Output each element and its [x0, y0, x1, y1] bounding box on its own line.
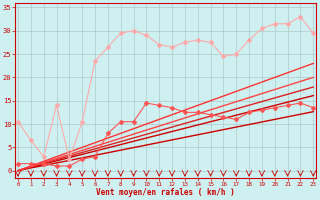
- X-axis label: Vent moyen/en rafales ( km/h ): Vent moyen/en rafales ( km/h ): [96, 188, 235, 197]
